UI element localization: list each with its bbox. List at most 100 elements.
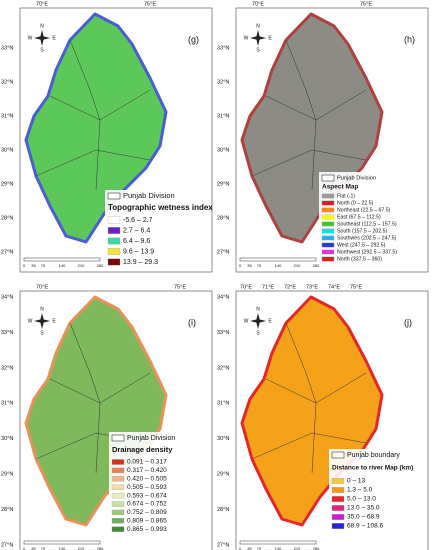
lat-label: 32°N bbox=[217, 365, 229, 371]
legend-swatch bbox=[321, 242, 335, 248]
scale-bar bbox=[23, 257, 101, 262]
lon-label: 70°E bbox=[36, 1, 48, 7]
legend-swatch bbox=[321, 249, 335, 255]
legend-swatch bbox=[331, 523, 345, 529]
compass-letter: N bbox=[40, 306, 44, 312]
lat-label: 29°N bbox=[217, 181, 229, 187]
scale-label: 280 bbox=[313, 546, 320, 550]
scale-label: 70 bbox=[41, 263, 46, 268]
lon-label: 71°E bbox=[262, 284, 274, 290]
lat-label: 28°N bbox=[217, 215, 229, 221]
lat-label: 27°N bbox=[1, 542, 13, 548]
legend-label: 35.0 – 68.9 bbox=[347, 514, 380, 521]
legend-label: 13.0 – 35.0 bbox=[347, 505, 380, 512]
division-lines bbox=[251, 322, 367, 474]
lat-label: 30°N bbox=[1, 436, 13, 442]
lon-label: 73°E bbox=[306, 284, 318, 290]
legend-label: 0.752 – 0.809 bbox=[127, 509, 167, 516]
legend-swatch bbox=[321, 214, 335, 220]
lat-label: 33°N bbox=[217, 45, 229, 51]
lon-label: 75°E bbox=[360, 1, 372, 7]
scale-label: 140 bbox=[275, 263, 282, 268]
legend-label: West (247.5 – 292.5) bbox=[337, 242, 386, 248]
scale-bar bbox=[23, 540, 101, 545]
scale-label: 70 bbox=[41, 546, 46, 550]
scale-label: 35 bbox=[247, 263, 252, 268]
boundary-swatch bbox=[331, 451, 345, 459]
legend-title: Aspect Map bbox=[322, 184, 359, 191]
lon-label: 70°E bbox=[240, 284, 252, 290]
lon-label: 70°E bbox=[252, 1, 264, 7]
lat-label: 32°N bbox=[1, 79, 13, 85]
legend-swatch bbox=[111, 501, 125, 507]
scale-label: 140 bbox=[275, 546, 282, 550]
lat-label: 27°N bbox=[217, 542, 229, 548]
legend-label: 0.809 – 0.865 bbox=[127, 518, 167, 525]
compass-letter: N bbox=[256, 306, 260, 312]
scale-label: 210 bbox=[78, 546, 85, 550]
legend-label: East (67.5 – 112.5) bbox=[337, 214, 381, 220]
region-shape bbox=[240, 295, 384, 527]
legend-swatch bbox=[111, 476, 125, 482]
compass-arrow bbox=[34, 313, 50, 329]
compass-letter: W bbox=[28, 318, 33, 324]
lon-label: 72°E bbox=[284, 284, 296, 290]
legend-label: North (337.5 – 360) bbox=[337, 256, 382, 262]
compass-letter: E bbox=[52, 35, 56, 41]
boundary-label: Punjab boundary bbox=[347, 452, 400, 459]
legend-swatch bbox=[107, 227, 121, 234]
legend-swatch bbox=[321, 235, 335, 241]
boundary-label: Punjab Division bbox=[123, 191, 175, 200]
legend-swatch bbox=[111, 467, 125, 474]
scale-label: 70 bbox=[257, 263, 262, 268]
boundary-swatch bbox=[321, 174, 335, 182]
legend-swatch bbox=[321, 200, 335, 206]
legend-swatch bbox=[331, 478, 345, 484]
scale-label: 35 bbox=[247, 546, 252, 550]
compass-letter: N bbox=[256, 23, 260, 29]
division-lines bbox=[35, 39, 151, 191]
compass-letter: E bbox=[52, 318, 56, 324]
legend-title: Distance to river Map (km) bbox=[332, 465, 413, 472]
legend-label: 2.7 – 6.4 bbox=[123, 227, 150, 234]
map-panel: (j) 34°N 33°N 32°N 31°N 30°N 29°N 28°N 27°N 70°E 7… bbox=[217, 284, 429, 550]
legend-swatch bbox=[107, 237, 121, 245]
legend-label: Flat (-1) bbox=[337, 193, 355, 199]
compass-letter: W bbox=[28, 35, 33, 41]
lat-label: 31°N bbox=[1, 401, 13, 407]
legend-label: 5.0 – 13.0 bbox=[347, 496, 376, 503]
compass-letter: W bbox=[244, 318, 249, 324]
legend-label: 0 – 13 bbox=[347, 478, 365, 485]
scale-label: 70 bbox=[257, 546, 262, 550]
scale-label: 35 bbox=[31, 546, 36, 550]
legend-label: Northwest (292.5 – 337.5) bbox=[337, 249, 397, 255]
legend-swatch bbox=[321, 207, 335, 213]
scale-label: 0 bbox=[23, 546, 26, 550]
legend-label: -5.6 – 2.7 bbox=[123, 217, 153, 224]
legend-swatch bbox=[331, 487, 345, 493]
region-shape bbox=[24, 295, 168, 527]
compass-arrow bbox=[250, 313, 266, 329]
compass-letter: S bbox=[256, 330, 260, 336]
lat-label: 29°N bbox=[217, 472, 229, 478]
compass-letter: E bbox=[268, 318, 272, 324]
legend-swatch bbox=[111, 459, 125, 465]
legend-swatch bbox=[111, 526, 125, 532]
legend-label: 6.4 – 9.6 bbox=[123, 238, 150, 245]
legend-swatch bbox=[111, 518, 125, 524]
lat-label: 27°N bbox=[217, 249, 229, 255]
legend-label: South (157.5 – 202.5) bbox=[337, 228, 387, 234]
scale-bar bbox=[239, 540, 317, 545]
legend-label: 9.6 – 13.9 bbox=[123, 248, 154, 255]
compass-letter: S bbox=[40, 47, 44, 53]
legend-label: Southeast (112.5 – 157.5) bbox=[337, 221, 397, 227]
lat-label: 30°N bbox=[217, 147, 229, 153]
compass-arrow bbox=[34, 30, 50, 46]
legend-label: 0.593 – 0.674 bbox=[127, 492, 167, 499]
scale-label: 280 bbox=[97, 263, 104, 268]
legend-label: 0.420 – 0.505 bbox=[127, 476, 167, 483]
legend-title: Drainage density bbox=[112, 445, 173, 454]
panel-label: (j) bbox=[404, 317, 412, 327]
scale-label: 210 bbox=[294, 263, 301, 268]
compass-letter: S bbox=[256, 47, 260, 53]
